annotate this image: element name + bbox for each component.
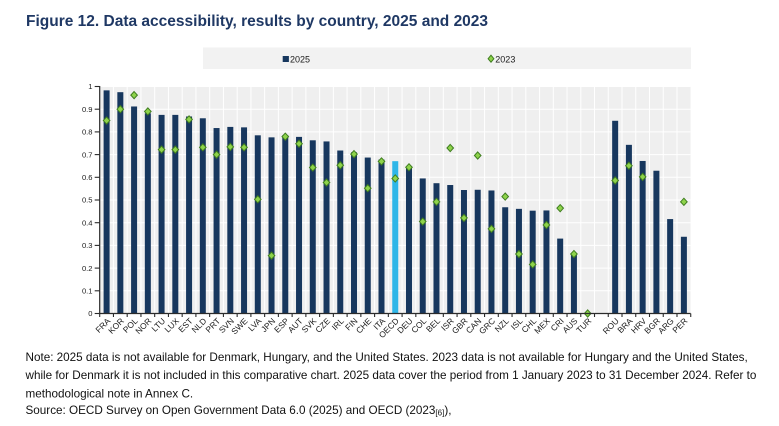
svg-text:0.9: 0.9 [82, 105, 93, 114]
svg-text:0: 0 [88, 309, 92, 318]
svg-text:PER: PER [670, 316, 689, 335]
svg-text:0.5: 0.5 [82, 196, 93, 205]
svg-text:2025: 2025 [290, 54, 310, 64]
svg-text:TUR: TUR [574, 316, 593, 335]
svg-text:0.2: 0.2 [82, 264, 93, 273]
svg-text:1: 1 [88, 82, 92, 91]
svg-text:Note: 2025 data is not availab: Note: 2025 data is not available for Den… [26, 351, 748, 364]
svg-text:0.1: 0.1 [82, 287, 93, 296]
svg-text:0.7: 0.7 [82, 150, 93, 159]
svg-text:while for Denmark it is not in: while for Denmark it is not included in … [25, 369, 757, 382]
svg-text:methodological note in Annex C: methodological note in Annex C. [26, 387, 194, 400]
svg-text:Figure 12. Data accessibility,: Figure 12. Data accessibility, results b… [26, 13, 488, 30]
svg-text:CHE: CHE [354, 316, 374, 336]
svg-text:0.6: 0.6 [82, 173, 93, 182]
svg-text:0.4: 0.4 [82, 218, 93, 227]
svg-text:0.3: 0.3 [82, 241, 93, 250]
svg-text:0.8: 0.8 [82, 128, 93, 137]
svg-text:Source: OECD Survey on Open Go: Source: OECD Survey on Open Government D… [26, 404, 452, 417]
svg-text:2023: 2023 [495, 54, 515, 64]
